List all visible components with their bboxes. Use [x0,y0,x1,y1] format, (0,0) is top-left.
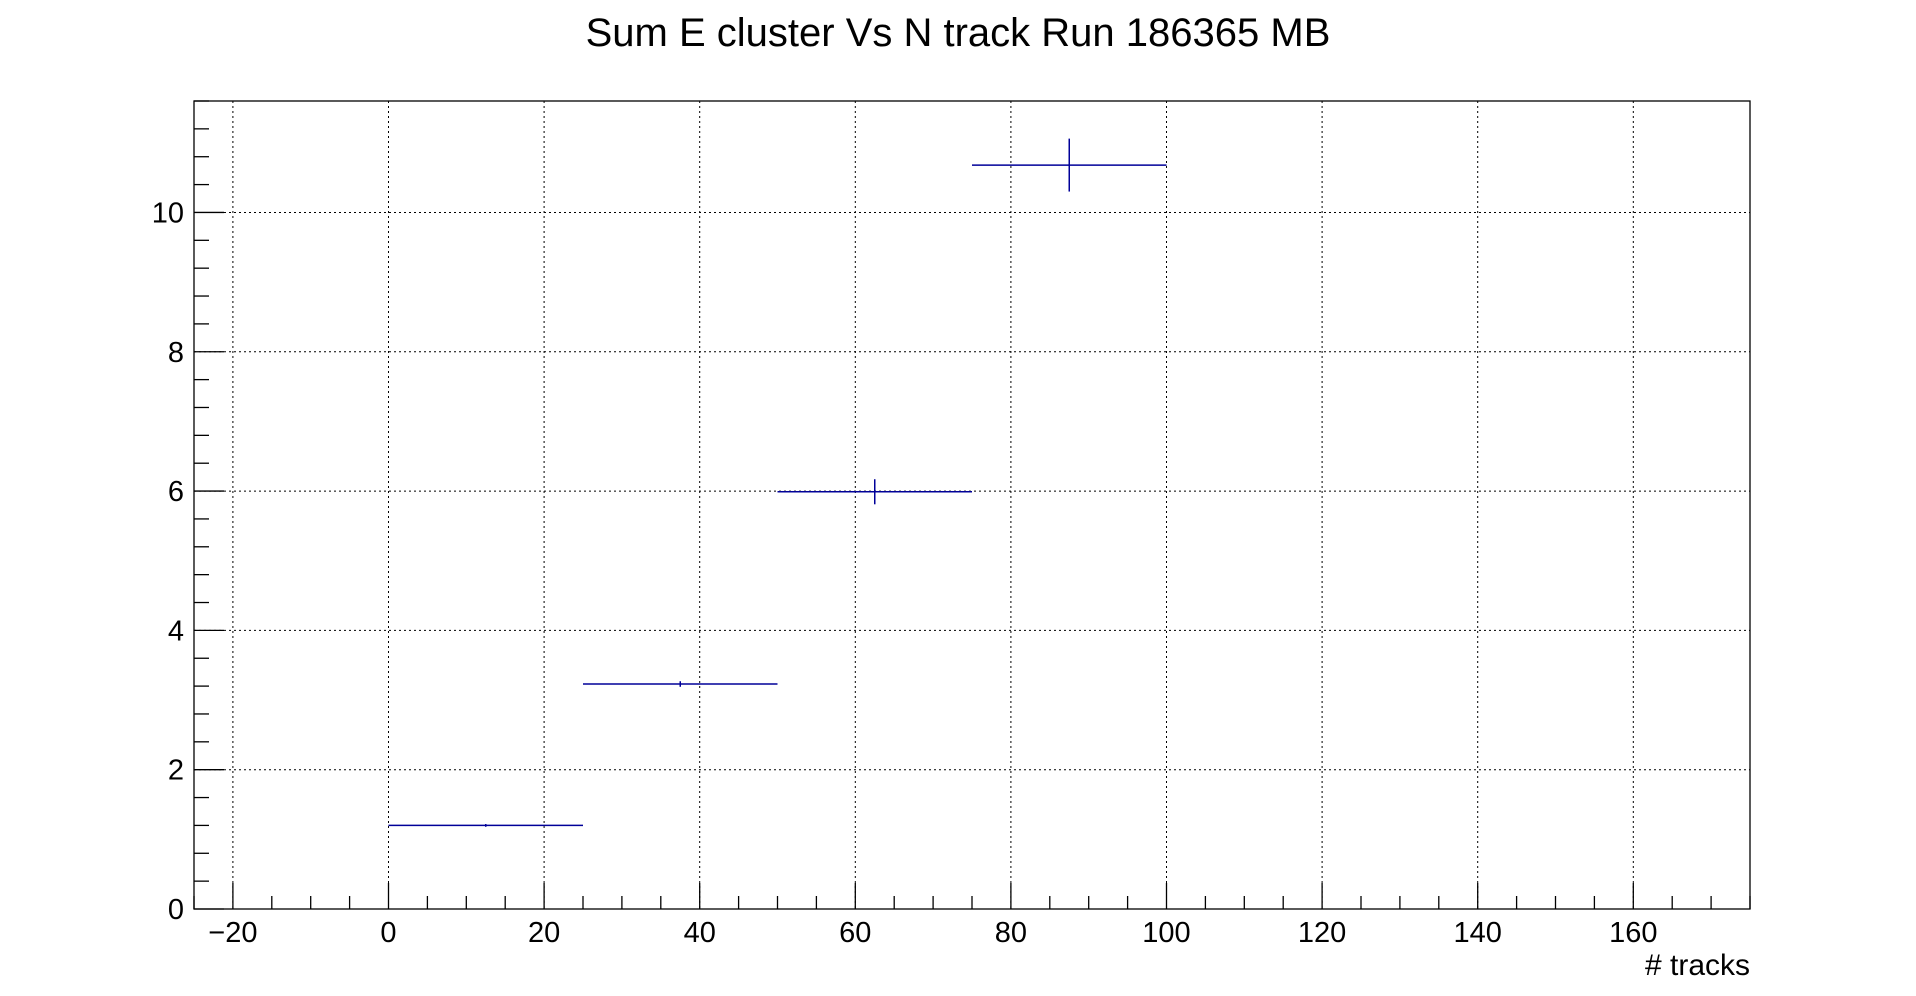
grid-lines [194,101,1750,910]
x-tick-label: −20 [208,917,257,949]
y-tick-label: 2 [168,755,184,787]
plot-frame [193,100,1751,910]
x-tick-label: 140 [1454,917,1502,949]
x-tick-label: 160 [1609,917,1657,949]
x-tick-label: 40 [684,917,716,949]
data-point [388,824,583,827]
data-point [583,681,778,687]
data-point [972,138,1167,192]
x-axis-label: # tracks [1645,949,1750,982]
x-tick-label: 60 [839,917,871,949]
x-tick-label: 100 [1142,917,1190,949]
chart-title: Sum E cluster Vs N track Run 186365 MB [586,11,1331,55]
x-axis: −20 0 20 40 60 80 100 120 140 160 [193,883,1751,949]
data-point [777,479,972,505]
y-tick-label: 4 [168,615,184,647]
y-tick-label: 8 [168,337,184,369]
x-tick-label: 20 [528,917,560,949]
data-points [388,138,1167,827]
x-tick-label: 80 [995,917,1027,949]
y-tick-label: 10 [152,197,184,229]
y-axis: 0 2 4 6 8 10 [152,100,224,926]
y-tick-label: 6 [168,476,184,508]
x-tick-label: 120 [1298,917,1346,949]
x-tick-label: 0 [380,917,396,949]
y-tick-label: 0 [168,894,184,926]
